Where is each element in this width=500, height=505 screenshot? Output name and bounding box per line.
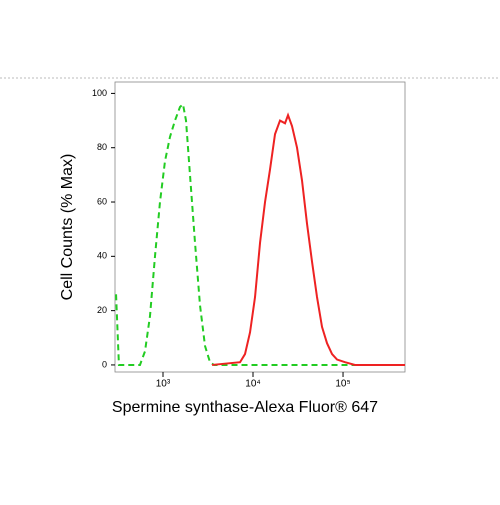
y-tick-label: 80 [97, 142, 107, 152]
y-tick-label: 60 [97, 196, 107, 206]
y-tick-label: 100 [92, 88, 107, 98]
y-tick-label: 0 [102, 359, 107, 369]
x-tick-label: 10⁴ [245, 379, 260, 390]
x-axis-label: Spermine synthase-Alexa Fluor® 647 [112, 399, 378, 416]
y-axis-label: Cell Counts (% Max) [59, 154, 76, 301]
plot-frame [114, 81, 406, 373]
histogram-line [211, 112, 405, 366]
x-tick-label: 10⁵ [335, 379, 350, 390]
y-tick-label: 20 [97, 305, 107, 315]
x-tick-label: 10³ [156, 379, 171, 390]
histogram-line [115, 102, 405, 366]
y-tick-label: 40 [97, 251, 107, 261]
